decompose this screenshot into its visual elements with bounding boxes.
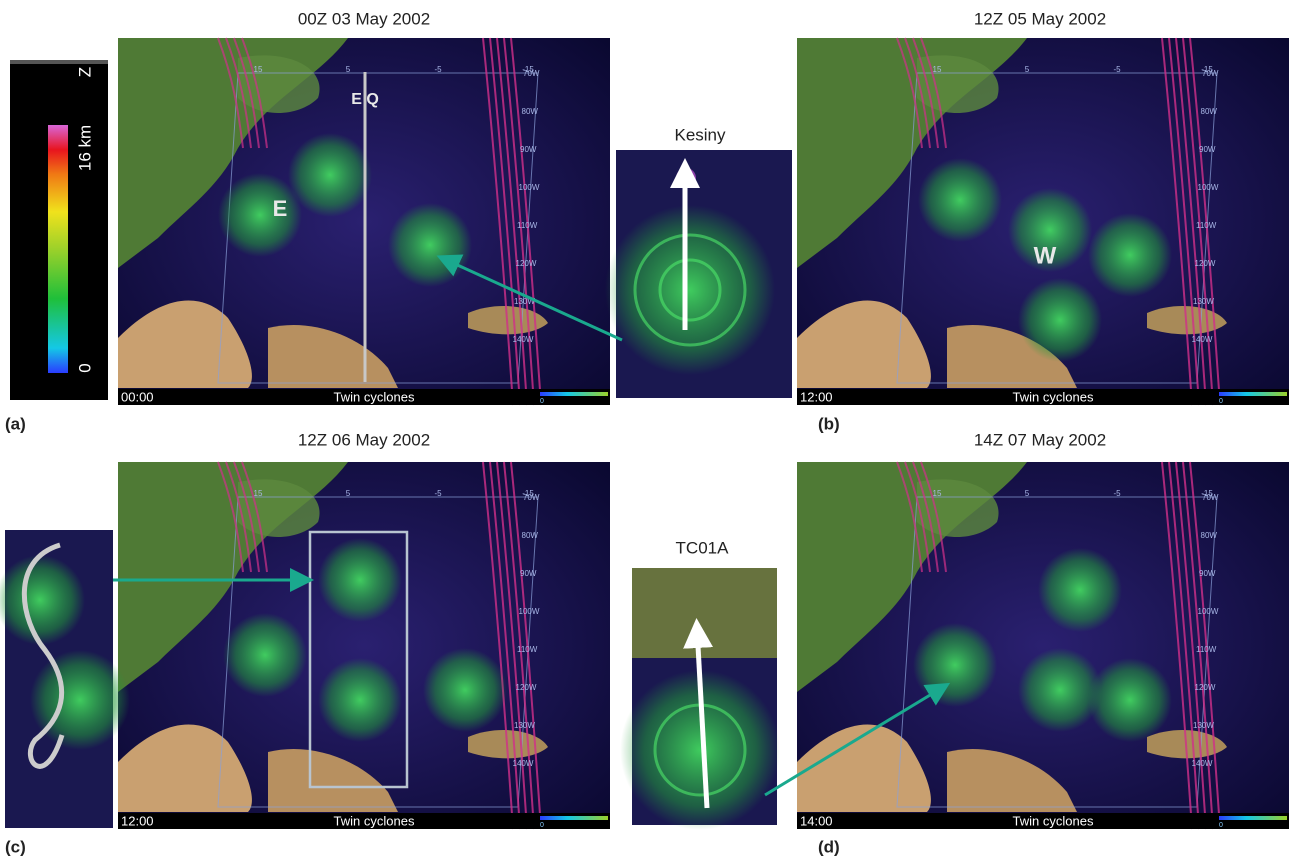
lon-label: -5 <box>434 489 442 498</box>
panel-label: (c) <box>5 837 26 856</box>
mini-colorbar <box>1219 392 1287 396</box>
lat-label: 70W <box>523 493 540 502</box>
vortex <box>1038 548 1122 632</box>
caption: Twin cyclones <box>334 813 415 828</box>
panel-label: (a) <box>5 414 26 433</box>
vortex <box>1088 658 1172 742</box>
lat-label: 130W <box>514 721 535 730</box>
inset-title: Kesiny <box>674 125 726 144</box>
figure: Z 16 km 0 00Z 03 May 2002(a)155-5-1570W8… <box>0 0 1289 860</box>
caption: Twin cyclones <box>1013 389 1094 404</box>
vortex <box>388 203 472 287</box>
lat-label: 100W <box>1198 607 1219 616</box>
panel: 12Z 05 May 2002(b)155-5-1570W80W90W100W1… <box>797 9 1289 433</box>
lon-label: -5 <box>434 65 442 74</box>
lat-label: 100W <box>519 183 540 192</box>
lat-label: 90W <box>1199 569 1216 578</box>
lat-label: 110W <box>1196 221 1217 230</box>
inset-title: TC01A <box>676 538 730 557</box>
mini-colorbar <box>540 816 608 820</box>
map-annotation: W <box>1034 242 1057 269</box>
lat-label: 80W <box>1201 107 1218 116</box>
mini-colorbar-min: 0 <box>1219 398 1223 405</box>
vortex <box>918 158 1002 242</box>
lat-label: 120W <box>516 683 537 692</box>
lon-label: -5 <box>1113 65 1121 74</box>
lat-label: 100W <box>519 607 540 616</box>
colorbar-max: 16 km <box>75 125 94 171</box>
lon-label: -5 <box>1113 489 1121 498</box>
lat-label: 70W <box>523 69 540 78</box>
lon-label: 15 <box>933 489 942 498</box>
lon-label: 15 <box>254 489 263 498</box>
lon-label: 5 <box>346 489 351 498</box>
vortex <box>1088 213 1172 297</box>
lat-label: 120W <box>1195 259 1216 268</box>
lat-label: 70W <box>1202 69 1219 78</box>
lat-label: 80W <box>1201 531 1218 540</box>
panel-title: 00Z 03 May 2002 <box>298 9 430 28</box>
lat-label: 80W <box>522 531 539 540</box>
lat-label: 110W <box>517 221 538 230</box>
caption: Twin cyclones <box>334 389 415 404</box>
time-label: 12:00 <box>800 389 833 404</box>
colorbar: Z 16 km 0 <box>10 60 108 400</box>
vortex <box>423 648 507 732</box>
mini-colorbar-min: 0 <box>540 398 544 405</box>
lat-label: 140W <box>1192 759 1213 768</box>
colorbar-edge <box>10 60 108 64</box>
lat-label: 130W <box>1193 721 1214 730</box>
lat-label: 110W <box>1196 645 1217 654</box>
panel-title: 14Z 07 May 2002 <box>974 430 1106 449</box>
panel-label: (b) <box>818 414 840 433</box>
lat-label: 80W <box>522 107 539 116</box>
mini-colorbar <box>1219 816 1287 820</box>
lat-label: 70W <box>1202 493 1219 502</box>
lon-label: 5 <box>1025 65 1030 74</box>
mini-colorbar-min: 0 <box>1219 822 1223 829</box>
lon-label: 15 <box>933 65 942 74</box>
lat-label: 120W <box>1195 683 1216 692</box>
vortex <box>223 613 307 697</box>
lat-label: 100W <box>1198 183 1219 192</box>
map-annotation: E Q <box>351 91 379 108</box>
lat-label: 140W <box>513 759 534 768</box>
time-label: 12:00 <box>121 813 154 828</box>
colorbar-axis: Z <box>75 67 94 77</box>
map-annotation: E <box>273 196 288 221</box>
mini-colorbar <box>540 392 608 396</box>
colorbar-gradient <box>48 125 68 373</box>
lat-label: 90W <box>520 145 537 154</box>
panel-label: (d) <box>818 837 840 856</box>
vortex <box>318 658 402 742</box>
panel-title: 12Z 06 May 2002 <box>298 430 430 449</box>
map: 155-5-1570W80W90W100W110W120W130W140W12:… <box>797 38 1289 405</box>
panel-title: 12Z 05 May 2002 <box>974 9 1106 28</box>
lat-label: 90W <box>520 569 537 578</box>
lat-label: 90W <box>1199 145 1216 154</box>
vortex <box>218 173 302 257</box>
mini-colorbar-min: 0 <box>540 822 544 829</box>
inset-land <box>632 568 777 658</box>
lon-label: 15 <box>254 65 263 74</box>
lat-label: 140W <box>513 335 534 344</box>
panel: 14Z 07 May 2002(d)155-5-1570W80W90W100W1… <box>797 430 1289 856</box>
lat-label: 120W <box>516 259 537 268</box>
vortex <box>1018 278 1102 362</box>
caption: Twin cyclones <box>1013 813 1094 828</box>
vortex <box>913 623 997 707</box>
lat-label: 110W <box>517 645 538 654</box>
inset-swirl <box>30 650 130 750</box>
lat-label: 140W <box>1192 335 1213 344</box>
colorbar-min: 0 <box>75 363 94 372</box>
vortex <box>318 538 402 622</box>
inset-swirl <box>605 205 775 375</box>
lon-label: 5 <box>346 65 351 74</box>
lon-label: 5 <box>1025 489 1030 498</box>
lat-label: 130W <box>1193 297 1214 306</box>
time-label: 00:00 <box>121 389 154 404</box>
time-label: 14:00 <box>800 813 833 828</box>
